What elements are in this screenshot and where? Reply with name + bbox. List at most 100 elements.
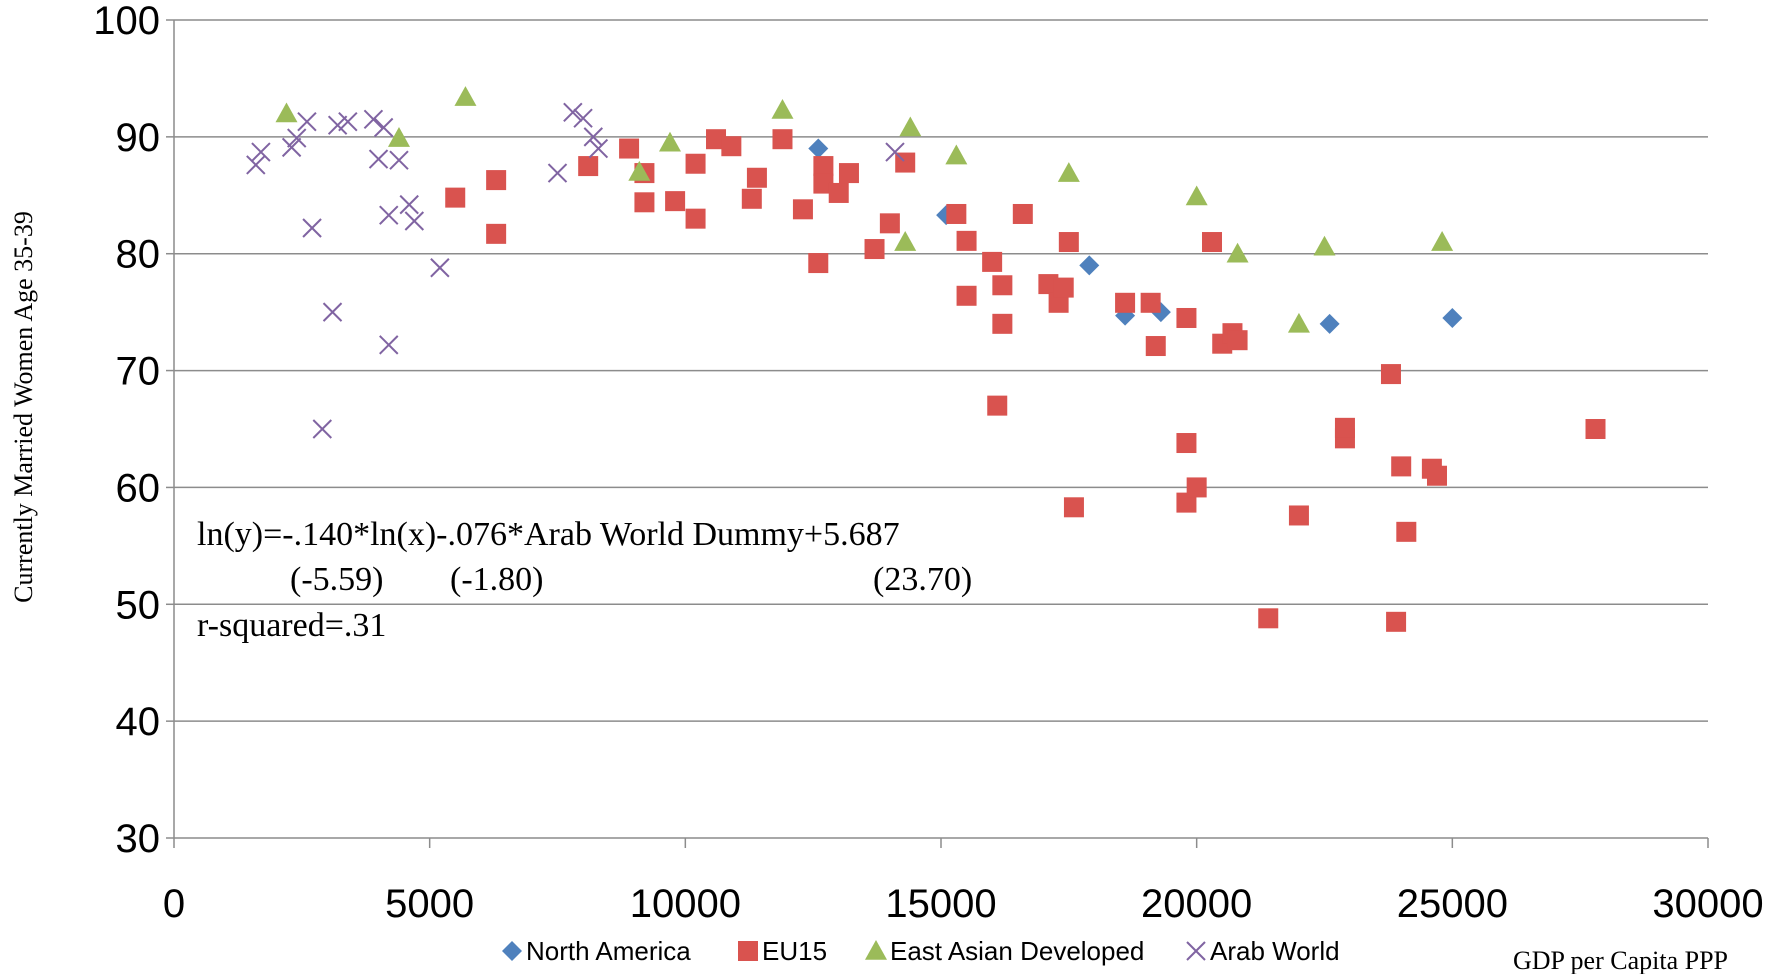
point-eu15	[1058, 232, 1079, 253]
point-east-asian-developed	[771, 98, 794, 119]
point-east-asian-developed	[454, 86, 477, 106]
point-arab-world	[281, 137, 302, 158]
point-arab-world	[430, 258, 450, 278]
x-marker-stroke	[368, 149, 389, 169]
point-eu15	[1186, 477, 1207, 498]
point-eu15	[792, 199, 813, 220]
point-eu15	[1012, 203, 1033, 224]
legend-marker-eu15	[738, 941, 758, 961]
point-eu15	[946, 203, 967, 224]
x-marker-stroke	[583, 127, 604, 147]
legend-marker-north-america	[502, 941, 522, 961]
point-eu15	[1585, 419, 1606, 439]
point-arab-world	[297, 111, 317, 132]
x-tick-label: 5000	[385, 882, 474, 926]
x-marker-stroke	[389, 150, 409, 170]
point-east-asian-developed	[1185, 185, 1208, 206]
point-eu15	[1391, 456, 1412, 477]
legend-marker-east-asian-developed	[865, 940, 887, 960]
point-eu15	[634, 192, 655, 213]
point-eu15	[746, 167, 767, 188]
point-arab-world	[389, 150, 409, 170]
x-marker-stroke	[327, 115, 348, 135]
point-eu15	[956, 285, 977, 306]
point-eu15	[741, 188, 762, 209]
x-marker-stroke	[373, 117, 394, 138]
x-marker-stroke	[1186, 941, 1206, 961]
x-tick-label: 20000	[1141, 882, 1252, 926]
y-tick-label: 40	[116, 700, 161, 744]
t-stat-2: (-1.80)	[450, 561, 543, 598]
legend-label-north-america: North America	[526, 936, 691, 966]
y-tick-label: 50	[116, 583, 161, 627]
point-eu15	[1048, 292, 1069, 313]
data-points	[246, 86, 1606, 632]
point-eu15	[879, 213, 900, 234]
y-tick-label: 70	[116, 350, 161, 394]
x-tick-label: 0	[163, 882, 185, 926]
point-arab-world	[885, 142, 905, 162]
point-eu15	[1176, 307, 1197, 328]
point-eu15	[992, 313, 1013, 334]
x-marker-stroke	[885, 142, 905, 162]
y-tick-label: 80	[116, 233, 161, 277]
point-arab-world	[368, 149, 389, 169]
point-east-asian-developed	[899, 116, 922, 137]
point-eu15	[1380, 364, 1401, 385]
point-eu15	[813, 173, 834, 194]
t-stat-1: (-5.59)	[290, 561, 383, 598]
x-marker-stroke	[312, 419, 332, 439]
point-eu15	[685, 153, 706, 174]
regression-equation: ln(y)=-.140*ln(x)-.076*Arab World Dummy+…	[197, 516, 900, 553]
point-eu15	[706, 129, 727, 150]
t-stat-3: (23.70)	[873, 561, 972, 598]
x-marker-stroke	[297, 111, 317, 132]
point-eu15	[619, 138, 640, 159]
legend-label-arab-world: Arab World	[1210, 936, 1340, 966]
point-arab-world	[363, 109, 384, 130]
x-marker-stroke	[281, 137, 302, 158]
point-east-asian-developed	[945, 144, 968, 165]
x-marker-stroke	[430, 258, 450, 278]
point-eu15	[1426, 465, 1447, 486]
x-marker-stroke	[322, 302, 343, 322]
point-eu15	[1227, 330, 1248, 351]
x-marker-stroke	[588, 138, 609, 159]
point-eu15	[1396, 521, 1417, 542]
point-arab-world	[312, 419, 332, 439]
y-tick-label: 100	[93, 0, 160, 43]
point-east-asian-developed	[1226, 242, 1249, 263]
point-east-asian-developed	[628, 160, 651, 181]
point-east-asian-developed	[1057, 162, 1080, 182]
point-north-america	[808, 138, 829, 159]
point-arab-world	[338, 111, 358, 132]
point-eu15	[813, 156, 834, 177]
point-eu15	[987, 395, 1008, 416]
axes	[166, 19, 1709, 848]
point-arab-world	[399, 194, 419, 215]
x-marker-stroke	[399, 194, 419, 215]
x-marker-stroke	[547, 163, 568, 183]
x-axis-label: GDP per Capita PPP	[1513, 946, 1728, 974]
point-arab-world	[322, 302, 343, 322]
x-tick-label: 25000	[1397, 882, 1508, 926]
x-marker-stroke	[338, 111, 358, 132]
x-marker-stroke	[379, 335, 399, 355]
point-east-asian-developed	[894, 231, 917, 251]
point-east-asian-developed	[1431, 231, 1454, 251]
point-arab-world	[287, 128, 307, 148]
point-eu15	[1053, 277, 1074, 298]
point-east-asian-developed	[387, 127, 410, 147]
x-marker-stroke	[573, 108, 593, 128]
x-marker-stroke	[246, 155, 266, 175]
point-arab-world	[327, 115, 348, 135]
point-arab-world	[379, 205, 399, 225]
point-arab-world	[563, 102, 583, 123]
point-north-america	[1079, 255, 1100, 276]
point-arab-world	[404, 211, 425, 231]
point-eu15	[956, 230, 977, 251]
point-eu15	[721, 136, 742, 157]
x-tick-label: 15000	[885, 882, 996, 926]
legend-label-eu15: EU15	[762, 936, 827, 966]
